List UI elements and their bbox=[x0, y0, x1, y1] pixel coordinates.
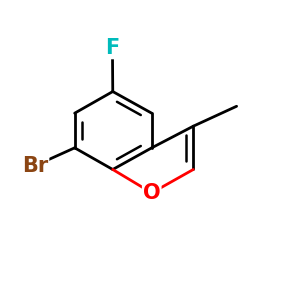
Text: F: F bbox=[105, 38, 120, 58]
Text: O: O bbox=[143, 183, 160, 203]
Text: Br: Br bbox=[22, 156, 48, 176]
